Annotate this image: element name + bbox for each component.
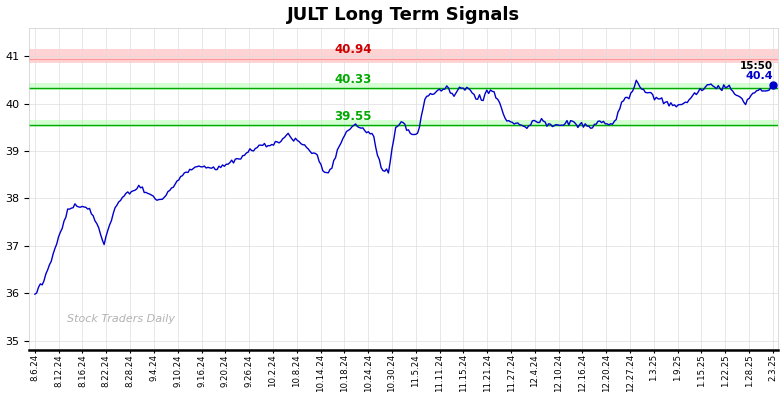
- Text: 40.33: 40.33: [335, 73, 372, 86]
- Text: 40.94: 40.94: [334, 43, 372, 56]
- Bar: [30, 120, 779, 127]
- Title: JULT Long Term Signals: JULT Long Term Signals: [287, 6, 521, 23]
- Bar: [30, 83, 779, 90]
- Text: 40.4: 40.4: [746, 71, 773, 81]
- Text: 15:50: 15:50: [740, 60, 773, 70]
- Bar: [30, 49, 779, 63]
- Text: 39.55: 39.55: [334, 109, 372, 123]
- Text: Stock Traders Daily: Stock Traders Daily: [67, 314, 175, 324]
